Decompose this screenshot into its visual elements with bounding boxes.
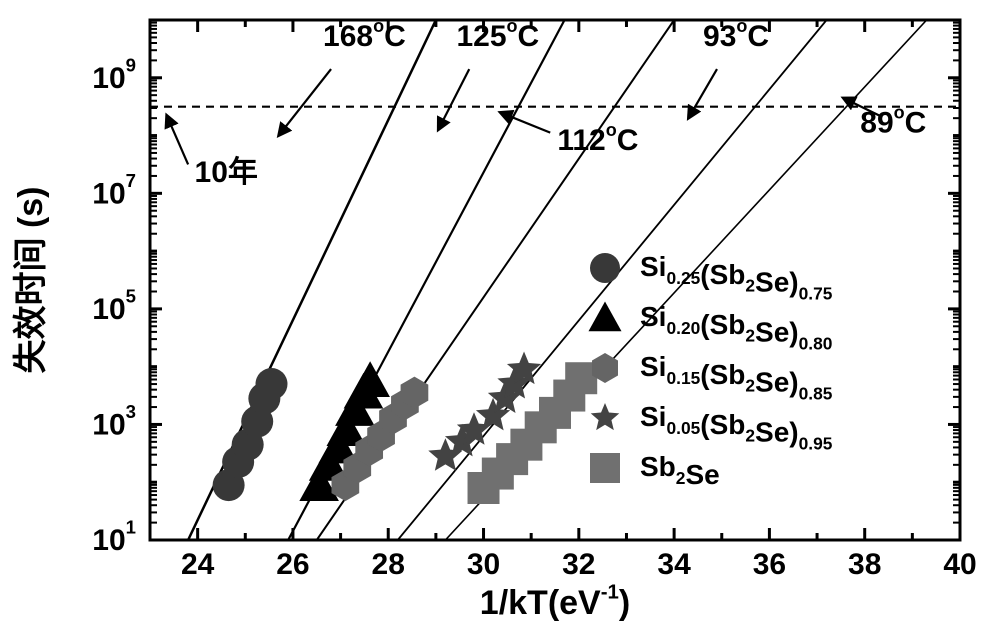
x-tick-label: 34 [657,548,691,581]
y-tick-label: 103 [92,401,136,442]
legend-label: Sb2Se [640,451,720,490]
y-tick-label: 107 [92,170,136,211]
arrow [500,112,550,132]
x-tick-label: 40 [943,548,976,581]
legend-label: Si0.20(Sb2Se)0.80 [640,301,832,354]
series-circle [213,368,288,501]
y-axis-label: 失效时间 (s) [12,187,50,374]
arrhenius-chart: 24 26 28 30 32 34 36 38 40 101 103 105 107 109 1/kT(eV… [0,0,1000,622]
arrow [279,69,331,135]
ten-year-label: 10年 [195,156,258,189]
y-tick-label: 101 [92,517,136,558]
x-tick-label: 38 [848,548,881,581]
arrow [438,69,469,130]
legend-label: Si0.05(Sb2Se)0.95 [640,401,833,454]
temp-annotation: 93oC [703,16,769,53]
legend-label: Si0.15(Sb2Se)0.85 [640,351,833,404]
legend: Si0.25(Sb2Se)0.75Si0.20(Sb2Se)0.80Si0.15… [589,251,833,490]
y-tick-label: 105 [92,285,136,326]
temp-annotation: 125oC [456,16,539,53]
temp-annotation: 168oC [323,16,406,53]
x-tick-label: 30 [467,548,500,581]
legend-label: Si0.25(Sb2Se)0.75 [640,251,833,304]
x-tick-label: 36 [753,548,786,581]
x-tick-label: 26 [276,548,309,581]
arrow [688,69,717,118]
arrow [167,115,188,164]
x-axis-label: 1/kT(eV-1) [480,582,630,622]
x-tick-label: 28 [372,548,405,581]
x-tick-label: 24 [181,548,215,581]
x-tick-label: 32 [562,548,595,581]
y-tick-label: 109 [92,54,136,95]
temp-annotation: 112oC [557,120,638,157]
temp-annotation: 89oC [860,103,926,140]
